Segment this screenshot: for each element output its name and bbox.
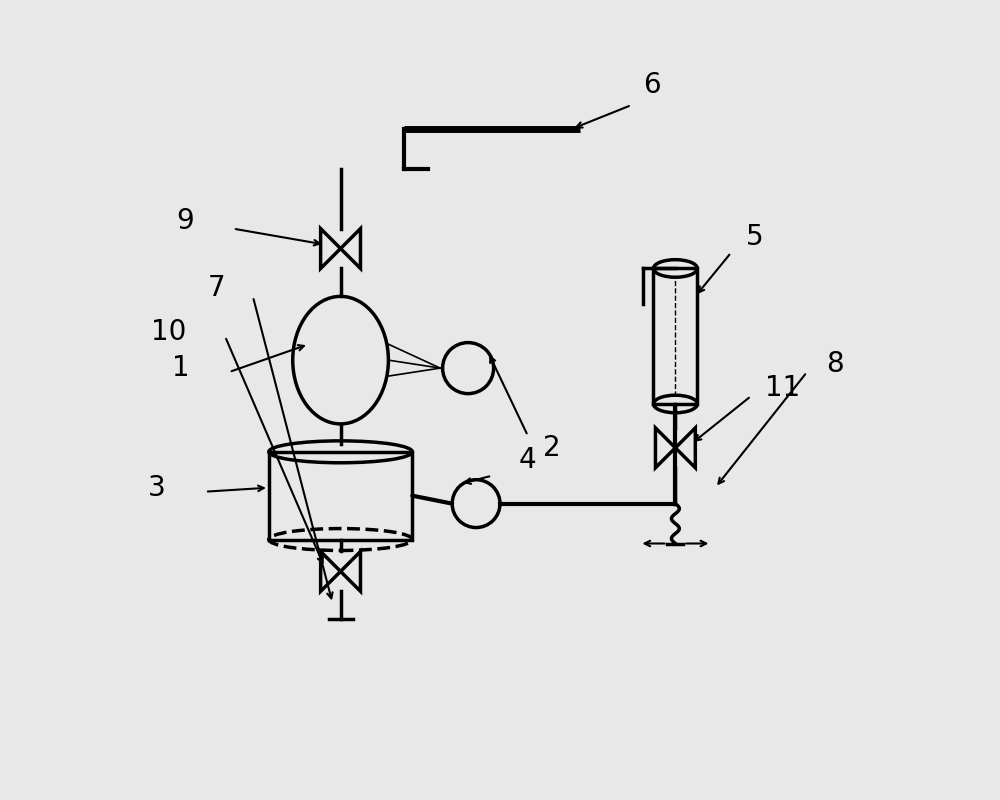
Text: 6: 6 — [643, 71, 660, 99]
Text: 2: 2 — [543, 434, 561, 462]
Text: 10: 10 — [151, 318, 187, 346]
Bar — [653, 269, 697, 404]
Text: 8: 8 — [826, 350, 844, 378]
Text: 9: 9 — [176, 206, 194, 234]
Text: 7: 7 — [208, 274, 226, 302]
Text: 4: 4 — [519, 446, 537, 474]
Text: 1: 1 — [172, 354, 190, 382]
Text: 3: 3 — [148, 474, 166, 502]
Text: 11: 11 — [765, 374, 801, 402]
Bar — [269, 452, 412, 539]
Text: 5: 5 — [746, 222, 764, 250]
